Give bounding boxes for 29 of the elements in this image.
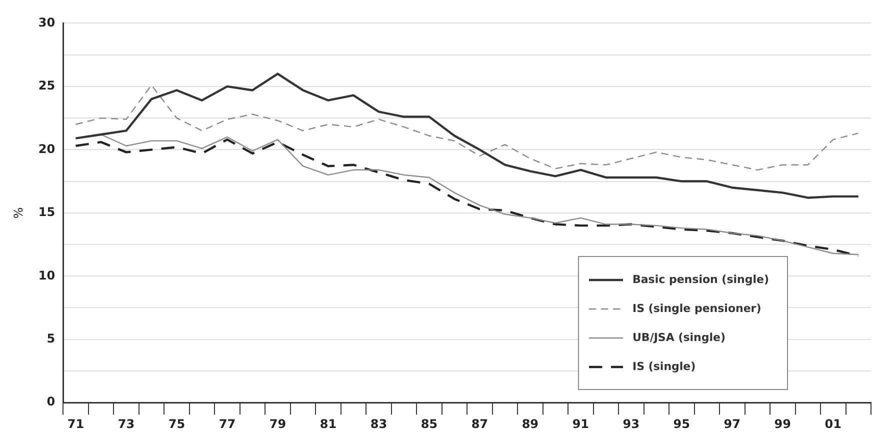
x-tick-label: 89 <box>522 416 539 431</box>
x-tick-label: 87 <box>471 416 488 431</box>
x-tick-label: 73 <box>118 416 135 431</box>
y-axis-title: % <box>11 207 26 219</box>
y-tick-label: 15 <box>38 205 56 220</box>
y-tick-label: 5 <box>46 331 56 346</box>
x-tick-label: 71 <box>67 416 84 431</box>
x-tick-label: 85 <box>420 416 438 431</box>
y-tick-label: 30 <box>38 15 56 30</box>
x-tick-label: 99 <box>774 416 791 431</box>
x-tick-label: 79 <box>269 416 286 431</box>
x-tick-label: 81 <box>320 416 337 431</box>
line-series <box>75 84 859 170</box>
legend-label: IS (single pensioner) <box>632 302 762 315</box>
x-tick-label: 93 <box>622 416 640 431</box>
x-tick-label: 83 <box>370 416 388 431</box>
x-tick-label: 77 <box>218 416 236 431</box>
y-tick-label: 10 <box>38 268 56 282</box>
x-tick-label: 91 <box>572 416 590 431</box>
legend-label: IS (single) <box>632 360 696 373</box>
x-tick-label: 97 <box>724 416 740 431</box>
legend-label: Basic pension (single) <box>632 273 769 286</box>
y-tick-label: 25 <box>38 78 56 93</box>
y-tick-label: 20 <box>38 142 56 156</box>
legend-label: UB/JSA (single) <box>632 331 726 344</box>
y-tick-label: 0 <box>46 394 56 409</box>
x-tick-label: 75 <box>168 416 186 431</box>
x-tick-label: 95 <box>673 416 690 431</box>
x-tick-label: 01 <box>824 416 842 431</box>
